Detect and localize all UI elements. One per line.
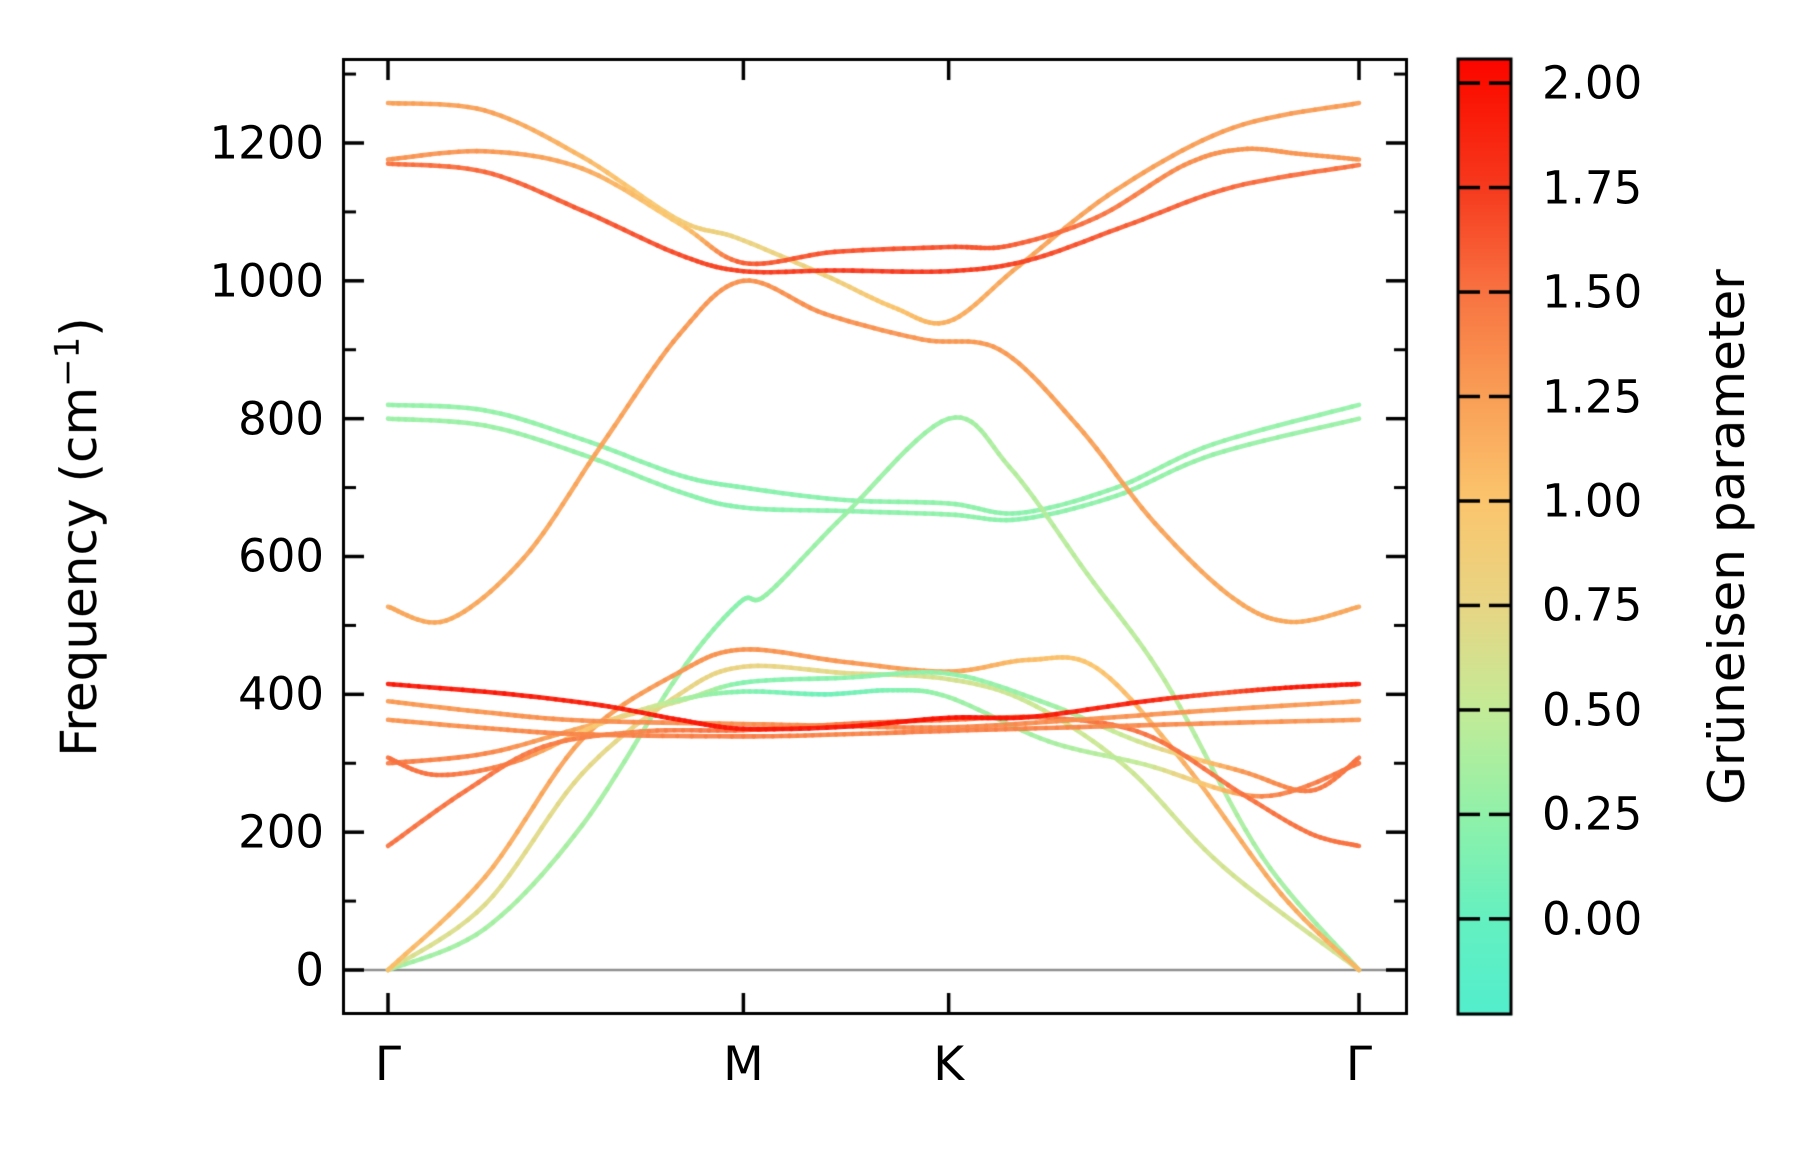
y-tick-label: 200 xyxy=(238,805,324,859)
colorbar-tick-label: 1.50 xyxy=(1542,265,1643,319)
colorbar-label: Grüneisen parameter xyxy=(1698,269,1756,805)
y-axis-label-superscript: −1 xyxy=(47,336,88,387)
y-tick-label: 400 xyxy=(238,667,324,721)
y-tick-label: 1200 xyxy=(209,116,324,170)
x-tick-label: M xyxy=(723,1037,764,1092)
x-tick-label: Γ xyxy=(1345,1037,1373,1092)
x-tick-label: K xyxy=(933,1037,965,1092)
colorbar-tick-label: 1.75 xyxy=(1542,161,1643,215)
colorbar-tick-label: 0.75 xyxy=(1542,578,1643,632)
y-axis-label: Frequency (cm−1) xyxy=(47,317,109,757)
y-tick-label: 600 xyxy=(238,529,324,583)
colorbar-tick-label: 1.00 xyxy=(1542,474,1643,528)
y-tick-label: 800 xyxy=(238,392,324,446)
colorbar-tick-label: 0.50 xyxy=(1542,683,1643,737)
colorbar-tick-label: 0.00 xyxy=(1542,892,1643,946)
y-tick-label: 1000 xyxy=(209,254,324,308)
colorbar-tick-label: 1.25 xyxy=(1542,370,1643,423)
colorbar-tick-label: 0.25 xyxy=(1542,787,1643,841)
y-tick-label: 0 xyxy=(295,943,324,997)
x-tick-label: Γ xyxy=(374,1037,402,1092)
colorbar-tick-label: 2.00 xyxy=(1542,56,1643,110)
